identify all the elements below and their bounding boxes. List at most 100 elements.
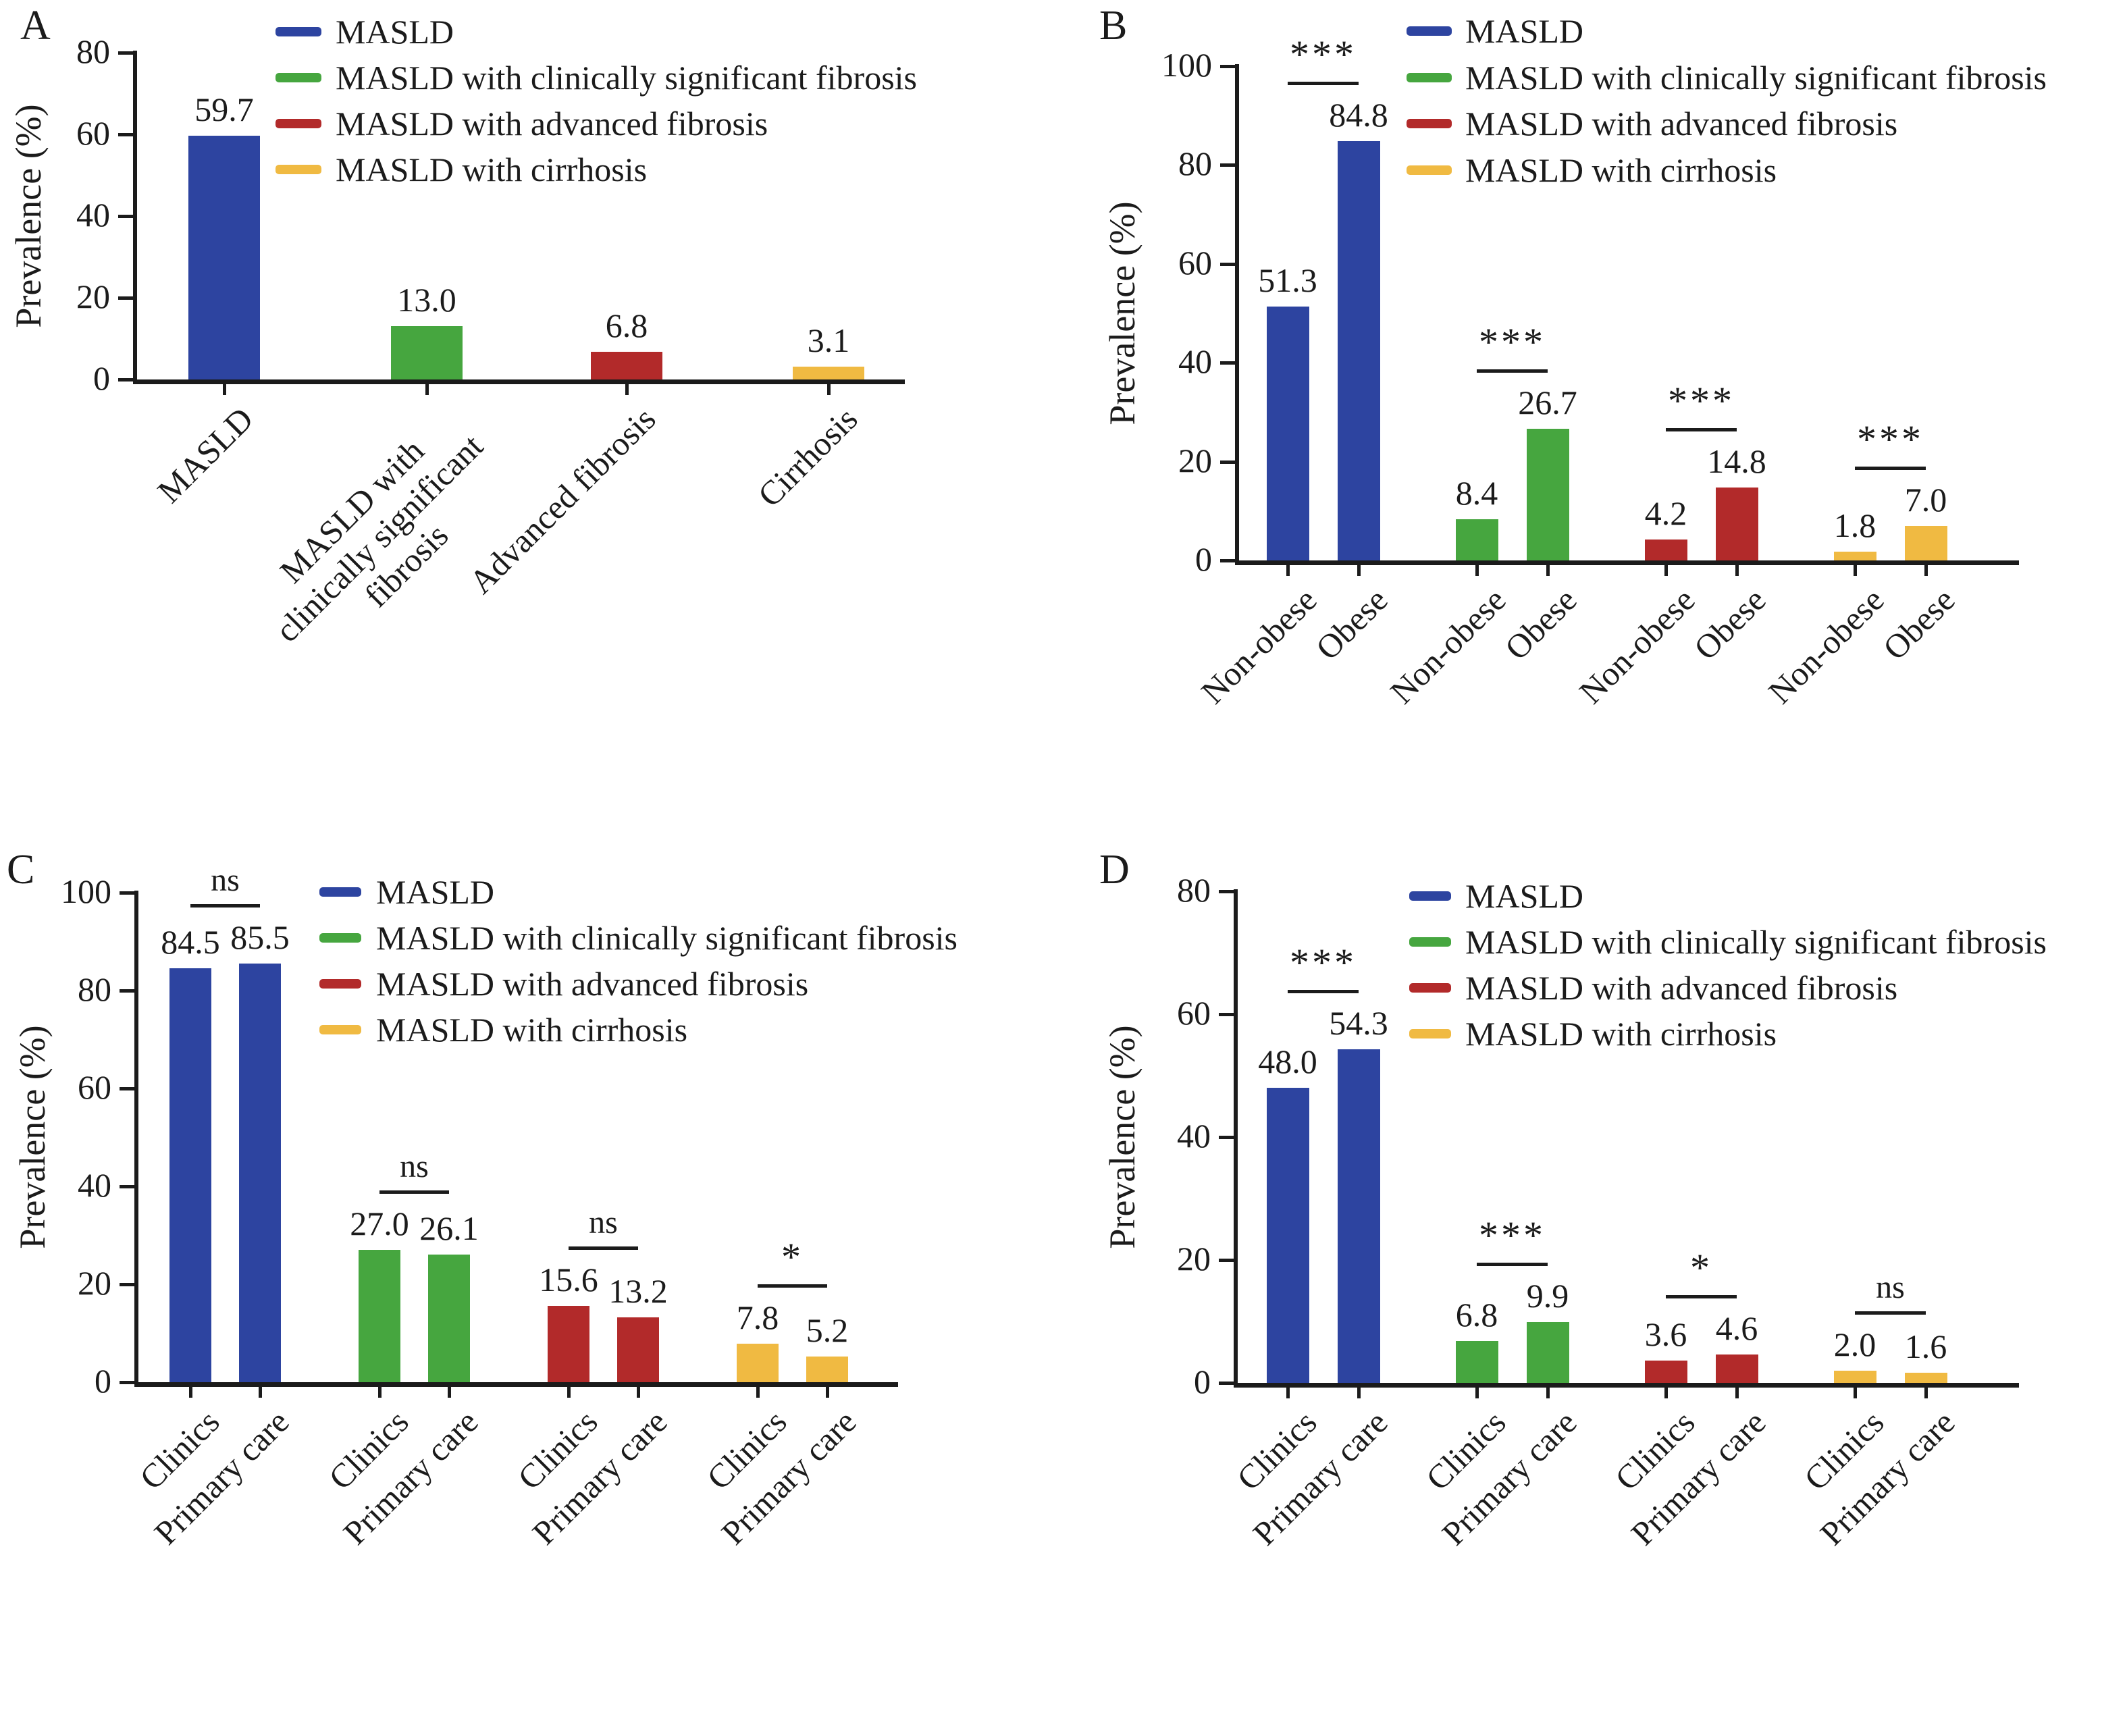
legend-label: MASLD with advanced fibrosis (1465, 105, 1898, 142)
bar-value-label: 8.4 (1455, 473, 1498, 512)
x-tick (1286, 565, 1290, 576)
x-tick (1546, 1388, 1550, 1398)
y-tick (1220, 163, 1235, 167)
y-tick (120, 1185, 134, 1188)
y-tick-label: 20 (78, 1264, 111, 1302)
significance-bracket (1288, 82, 1359, 86)
y-tick (120, 1381, 134, 1384)
x-tick (1854, 1388, 1857, 1398)
bar (1337, 1049, 1380, 1383)
x-tick (1357, 1388, 1361, 1398)
y-tick-label: 0 (93, 359, 110, 397)
x-category-text: Obese (1686, 581, 1773, 667)
bar (1644, 1361, 1687, 1383)
bar (1526, 428, 1569, 560)
legend-swatch (319, 933, 361, 943)
bar-value-label: 27.0 (350, 1205, 409, 1243)
legend-swatch (275, 119, 321, 128)
y-tick-label: 60 (78, 1068, 111, 1106)
x-tick (1475, 1388, 1479, 1398)
x-tick (1664, 565, 1668, 576)
significance-label: *** (1290, 940, 1357, 984)
y-axis-line (1234, 889, 1238, 1387)
y-tick (1220, 361, 1235, 365)
legend-label: MASLD with cirrhosis (1465, 151, 1777, 189)
bar-value-label: 5.2 (806, 1311, 849, 1350)
significance-bracket (1855, 1311, 1926, 1315)
significance-label: ns (1876, 1269, 1905, 1305)
y-axis-title: Prevalence (%) (8, 104, 49, 328)
y-tick (118, 215, 133, 218)
x-tick (1924, 565, 1928, 576)
legend-swatch (275, 165, 321, 174)
legend-label: MASLD with clinically significant fibros… (336, 59, 918, 97)
x-tick (826, 1387, 829, 1398)
x-tick (567, 1387, 571, 1398)
bar-value-label: 14.8 (1707, 442, 1766, 480)
bar-value-label: 26.7 (1518, 383, 1577, 421)
bar (737, 1344, 779, 1382)
legend-swatch (275, 27, 321, 36)
y-tick-label: 20 (1177, 1240, 1211, 1278)
x-tick (223, 384, 226, 395)
x-category-text: Obese (1875, 581, 1962, 667)
y-tick (1219, 1259, 1234, 1262)
x-axis-line (1234, 1383, 2019, 1388)
bar (391, 326, 463, 379)
panel-letter: B (1099, 3, 1128, 49)
legend-label: MASLD with advanced fibrosis (336, 105, 768, 142)
y-tick-label: 20 (76, 278, 110, 315)
bar (548, 1305, 589, 1382)
significance-bracket (190, 904, 260, 908)
x-tick (1735, 1388, 1739, 1398)
panel-letter: A (20, 3, 51, 49)
legend-label: MASLD with clinically significant fibros… (376, 919, 958, 957)
y-tick-label: 60 (1178, 243, 1212, 282)
legend-swatch (319, 1025, 361, 1034)
x-tick (1357, 565, 1361, 576)
bar-value-label: 85.5 (230, 918, 290, 957)
significance-bracket (1855, 466, 1926, 470)
legend-label: MASLD (336, 13, 454, 51)
x-tick (756, 1387, 760, 1398)
y-tick (118, 296, 133, 300)
x-axis-line (134, 1382, 898, 1387)
panel-letter: C (7, 847, 35, 893)
bar (1455, 519, 1498, 560)
bar (1715, 487, 1758, 560)
y-tick-label: 60 (76, 114, 110, 152)
bar-value-label: 84.8 (1329, 96, 1388, 134)
significance-label: * (1690, 1246, 1712, 1290)
bar (793, 367, 864, 379)
significance-label: ns (400, 1149, 429, 1185)
y-tick-label: 0 (95, 1362, 111, 1400)
significance-bracket (1288, 989, 1359, 993)
bar (1904, 525, 1947, 560)
bar (169, 968, 211, 1382)
bar-value-label: 54.3 (1329, 1003, 1388, 1042)
bar-value-label: 3.6 (1644, 1315, 1687, 1354)
legend-label: MASLD with cirrhosis (1465, 1015, 1777, 1053)
bar (239, 964, 281, 1382)
bar (1266, 307, 1309, 560)
x-tick (425, 384, 429, 395)
x-category-text: Obese (1308, 581, 1395, 667)
significance-label: * (781, 1235, 804, 1280)
x-tick (1735, 565, 1739, 576)
bar (1833, 551, 1876, 560)
y-tick (1219, 1013, 1234, 1016)
bar (1833, 1370, 1876, 1383)
legend-swatch (319, 979, 361, 989)
y-tick (120, 1283, 134, 1286)
significance-bracket (1477, 1262, 1548, 1266)
y-tick-label: 100 (1161, 46, 1212, 84)
y-tick (118, 51, 133, 55)
bar (1644, 540, 1687, 560)
legend-swatch (319, 887, 361, 897)
bar (806, 1357, 848, 1382)
legend-swatch (1407, 119, 1452, 128)
y-tick (1220, 65, 1235, 68)
bar-value-label: 6.8 (1455, 1296, 1498, 1334)
y-tick (120, 1087, 134, 1090)
legend-label: MASLD with cirrhosis (376, 1011, 688, 1049)
